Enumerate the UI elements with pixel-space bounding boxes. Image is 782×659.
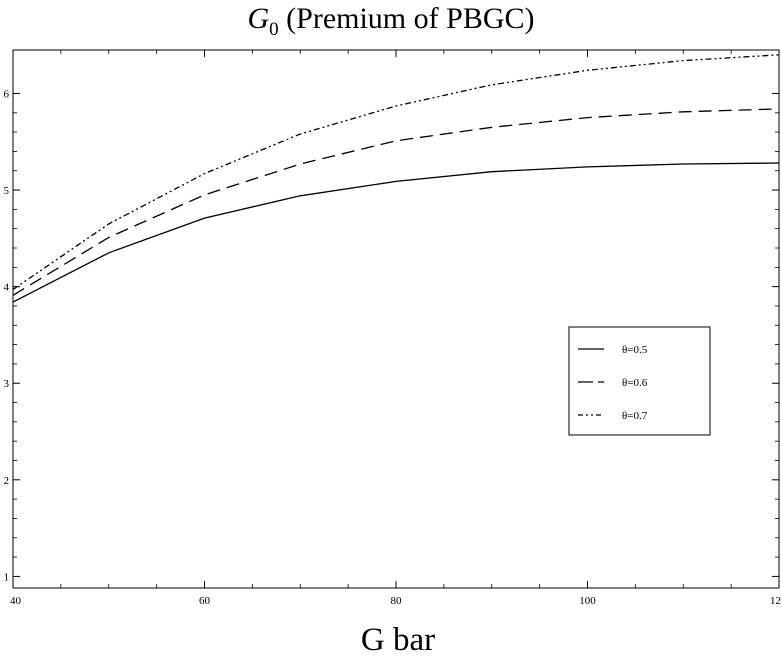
plot-frame [12, 49, 780, 589]
y-tick-label: 1 [4, 571, 10, 583]
title-symbol: G [247, 2, 269, 35]
legend-label-3: θ=0.7 [622, 410, 648, 422]
series-line-2 [12, 108, 780, 296]
y-tick-label: 2 [4, 475, 10, 487]
series-layer [12, 54, 780, 303]
chart-title: G0 (Premium of PBGC) [247, 2, 534, 40]
x-tick-label: 12 [770, 595, 781, 607]
x-tick-label: 80 [391, 595, 403, 607]
x-tick-label: 100 [579, 595, 596, 607]
x-tick-label: 40 [10, 595, 22, 607]
series-line-3 [12, 54, 780, 291]
title-text: (Premium of PBGC) [279, 2, 535, 35]
y-tick-label: 5 [4, 185, 10, 197]
legend-label-2: θ=0.6 [622, 377, 648, 389]
y-tick-label: 4 [4, 282, 10, 294]
legend: θ=0.5 θ=0.6 θ=0.7 [568, 326, 711, 436]
x-axis-label: G bar [361, 622, 435, 658]
series-line-1 [12, 162, 780, 303]
x-tick-label: 60 [199, 595, 211, 607]
y-tick-label: 6 [4, 88, 10, 100]
legend-box [568, 326, 711, 436]
y-tick-label: 3 [4, 378, 10, 390]
legend-label-1: θ=0.5 [622, 344, 648, 356]
title-subscript: 0 [269, 19, 279, 40]
